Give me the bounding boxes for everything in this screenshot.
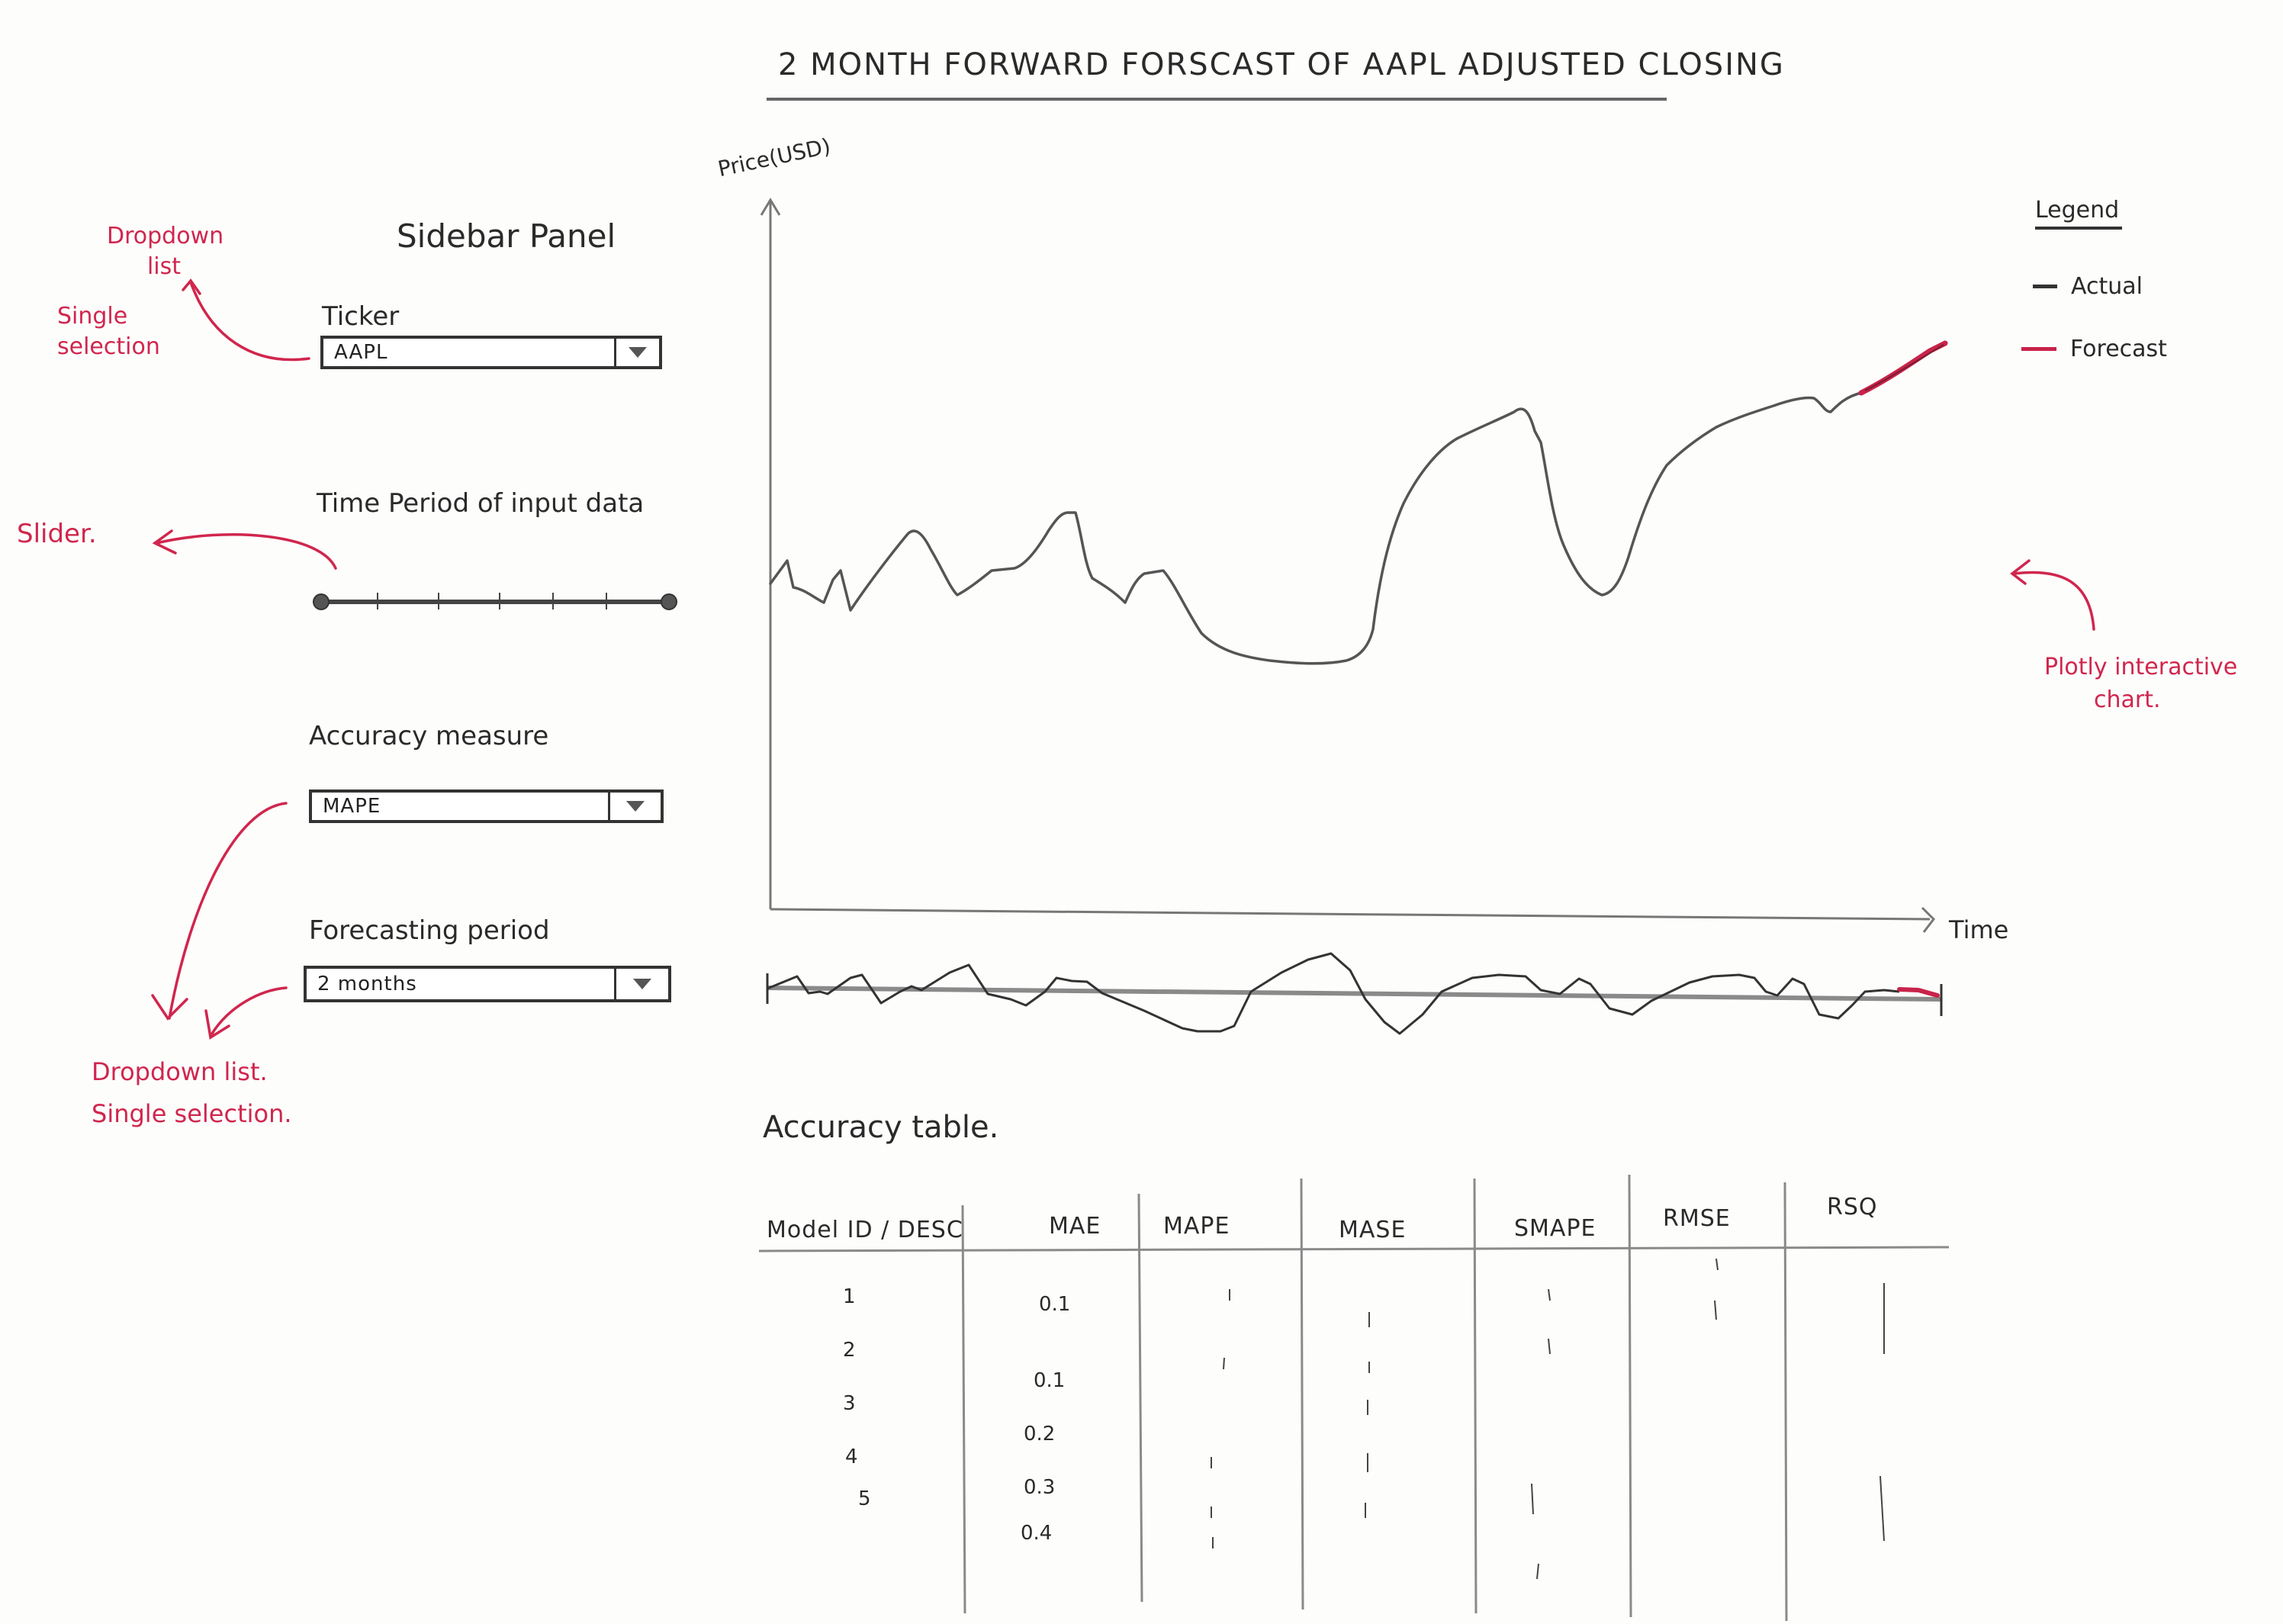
slider-tick bbox=[606, 593, 607, 609]
range-slider-track bbox=[766, 986, 1942, 1002]
column-header-model[interactable]: Model ID / DESC bbox=[767, 1217, 963, 1243]
ticker-value: AAPL bbox=[334, 341, 388, 364]
chevron-down-icon bbox=[633, 979, 651, 989]
legend-item-forecast[interactable]: Forecast bbox=[2021, 336, 2167, 362]
annotation-bottom-dropdown: Dropdown list. bbox=[92, 1057, 268, 1086]
accuracy-measure-label: Accuracy measure bbox=[309, 721, 549, 751]
sidebar-heading: Sidebar Panel bbox=[397, 217, 616, 255]
annotation-chart-1: Plotly interactive bbox=[2044, 654, 2238, 680]
actual-series-line bbox=[769, 391, 1863, 665]
chevron-down-icon bbox=[626, 801, 645, 812]
ticker-label: Ticker bbox=[322, 301, 400, 332]
annotation-single-selection: Single selection bbox=[57, 303, 160, 360]
annotation-slider: Slider. bbox=[17, 519, 97, 549]
column-header-mae[interactable]: MAE bbox=[1049, 1213, 1101, 1240]
time-period-label: Time Period of input data bbox=[317, 488, 645, 519]
accuracy-measure-value: MAPE bbox=[323, 795, 381, 818]
slider-end-handle[interactable] bbox=[661, 593, 677, 610]
accuracy-measure-dropdown-button[interactable] bbox=[608, 793, 661, 820]
legend-title: Legend bbox=[2035, 197, 2123, 230]
ticker-dropdown-button[interactable] bbox=[614, 339, 659, 366]
annotation-dropdown-list: Dropdown list bbox=[107, 221, 224, 282]
time-period-slider[interactable] bbox=[313, 593, 677, 610]
slider-start-handle[interactable] bbox=[313, 593, 330, 610]
table-row-5-mae: 0.4 bbox=[1021, 1522, 1053, 1545]
accuracy-measure-dropdown[interactable]: MAPE bbox=[309, 789, 664, 823]
table-row-4-mae: 0.3 bbox=[1024, 1476, 1056, 1499]
legend-swatch-actual-icon bbox=[2033, 285, 2057, 288]
table-row-1-mae: 0.1 bbox=[1039, 1293, 1071, 1316]
annotation-text: Dropdown list bbox=[107, 223, 224, 280]
column-header-rsq[interactable]: RSQ bbox=[1827, 1194, 1878, 1220]
legend-item-actual[interactable]: Actual bbox=[2033, 273, 2143, 300]
column-header-rmse[interactable]: RMSE bbox=[1663, 1205, 1731, 1232]
accuracy-table-title: Accuracy table. bbox=[763, 1110, 999, 1145]
slider-tick bbox=[377, 593, 378, 609]
forecasting-period-value: 2 months bbox=[317, 973, 417, 995]
slider-tick bbox=[438, 593, 439, 609]
x-axis-arrow-icon bbox=[1921, 906, 1935, 933]
table-row-2-model: 2 bbox=[843, 1339, 856, 1362]
column-header-mase[interactable]: MASE bbox=[1339, 1217, 1407, 1243]
legend-label-actual: Actual bbox=[2071, 273, 2143, 300]
forecasting-period-dropdown[interactable]: 2 months bbox=[304, 966, 671, 1002]
forecasting-period-label: Forecasting period bbox=[309, 915, 550, 946]
table-row-2-mae: 0.1 bbox=[1034, 1369, 1066, 1392]
legend-swatch-forecast-icon bbox=[2021, 347, 2056, 351]
slider-tick bbox=[499, 593, 500, 609]
title-underline bbox=[767, 98, 1667, 101]
ticker-dropdown[interactable]: AAPL bbox=[320, 336, 662, 369]
range-mini-forecast-line bbox=[1897, 987, 1940, 998]
arrow-to-dropdown-label bbox=[189, 281, 310, 362]
slider-tick bbox=[552, 593, 554, 609]
legend-label-forecast: Forecast bbox=[2070, 336, 2167, 362]
annotation-bottom-selection: Single selection. bbox=[92, 1099, 292, 1128]
x-axis bbox=[770, 908, 1931, 921]
table-row-4-model: 4 bbox=[845, 1446, 858, 1468]
table-row-3-mae: 0.2 bbox=[1024, 1423, 1056, 1446]
page-title: 2 MONTH FORWARD FORSCAST OF AAPL ADJUSTE… bbox=[778, 47, 1785, 82]
column-header-smape[interactable]: SMAPE bbox=[1514, 1215, 1596, 1242]
table-row-1-model: 1 bbox=[843, 1285, 856, 1308]
range-mini-actual-line bbox=[767, 952, 1671, 1035]
x-axis-label: Time bbox=[1949, 915, 2009, 944]
table-row-5-model: 5 bbox=[858, 1487, 871, 1510]
chevron-down-icon bbox=[629, 347, 647, 358]
forecasting-period-dropdown-button[interactable] bbox=[614, 969, 668, 999]
column-header-mape[interactable]: MAPE bbox=[1163, 1213, 1230, 1240]
annotation-chart-2: chart. bbox=[2094, 687, 2161, 713]
table-row-3-model: 3 bbox=[843, 1392, 856, 1415]
y-axis-arrow-icon bbox=[760, 198, 781, 216]
